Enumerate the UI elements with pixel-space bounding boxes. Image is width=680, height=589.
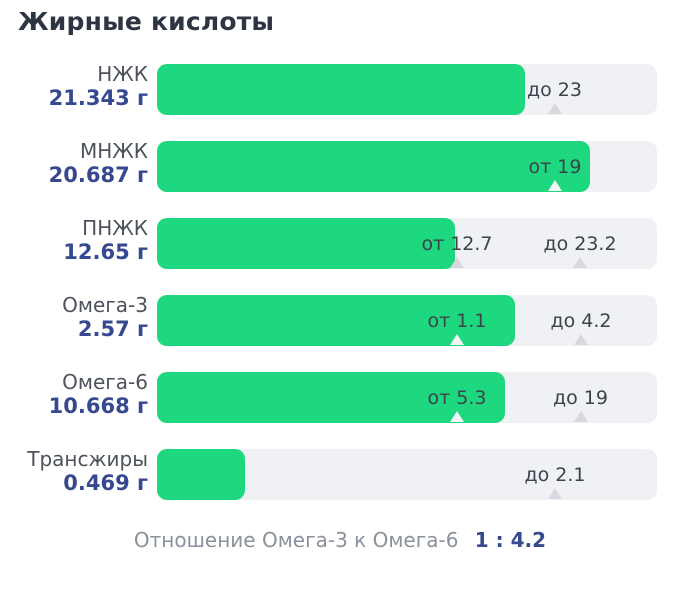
row-value: 0.469 г [63,471,148,496]
page-title: Жирные кислоты [18,7,275,36]
row-label-block: МНЖК 20.687 г [0,138,148,189]
row-label: НЖК [97,61,148,86]
bar-fill [157,64,525,116]
omega-ratio-label: Отношение Омега-3 к Омега-6 [133,528,459,553]
row-label-block: Омега-6 10.668 г [0,369,148,420]
chart-row: Омега-6 10.668 г от 5.3 до 19 [0,369,680,424]
row-label: ПНЖК [82,215,148,240]
row-label-block: ПНЖК 12.65 г [0,215,148,266]
threshold-arrow-icon [573,411,588,423]
chart-row: ПНЖК 12.65 г от 12.7 до 23.2 [0,215,680,270]
threshold-arrow-icon [450,411,464,423]
bar-fill [157,449,245,501]
bar-fill [157,141,590,193]
bar-fill [157,218,455,270]
chart-row: Омега-3 2.57 г от 1.1 до 4.2 [0,292,680,347]
threshold-arrow-icon [548,180,562,192]
chart-row: НЖК 21.343 г до 23 [0,61,680,116]
bar-track: от 12.7 до 23.2 [157,218,657,270]
threshold-label: от 1.1 [427,309,487,332]
threshold-arrow-icon [547,103,562,115]
threshold-label: от 5.3 [427,386,487,409]
threshold-label: до 23.2 [543,232,617,255]
chart-row: Трансжиры 0.469 г до 2.1 [0,446,680,501]
row-label-block: Трансжиры 0.469 г [0,446,148,497]
threshold-label: до 4.2 [550,309,612,332]
threshold-arrow-icon [573,257,587,269]
row-label: Трансжиры [27,446,148,471]
chart-row: МНЖК 20.687 г от 19 [0,138,680,193]
threshold-label: до 2.1 [524,463,586,486]
row-value: 20.687 г [48,163,148,188]
threshold-arrow-icon [548,488,562,500]
bar-track: до 23 [157,64,657,116]
row-label: МНЖК [79,138,148,163]
row-label: Омега-3 [62,292,148,317]
chart-rows: НЖК 21.343 г до 23 МНЖК 20.687 г от 19 ПНЖК 12.… [0,61,680,501]
threshold-label: от 12.7 [421,232,493,255]
row-label-block: НЖК 21.343 г [0,61,148,112]
bar-track: до 2.1 [157,449,657,501]
threshold-arrow-icon [450,257,464,269]
row-label-block: Омега-3 2.57 г [0,292,148,343]
row-label: Омега-6 [62,369,148,394]
bar-track: от 5.3 до 19 [157,372,657,424]
threshold-label: до 19 [553,386,608,409]
row-value: 21.343 г [48,86,148,111]
bar-track: от 19 [157,141,657,193]
threshold-label: до 23 [527,78,582,101]
bar-fill [157,372,505,424]
row-value: 10.668 г [48,394,148,419]
row-value: 2.57 г [77,317,148,342]
threshold-arrow-icon [574,334,588,346]
row-value: 12.65 г [63,240,148,265]
omega-ratio-value: 1 : 4.2 [474,528,547,553]
bar-track: от 1.1 до 4.2 [157,295,657,347]
threshold-arrow-icon [450,334,464,346]
omega-ratio-footer: Отношение Омега-3 к Омега-6 1 : 4.2 [0,528,680,552]
threshold-label: от 19 [528,155,582,178]
